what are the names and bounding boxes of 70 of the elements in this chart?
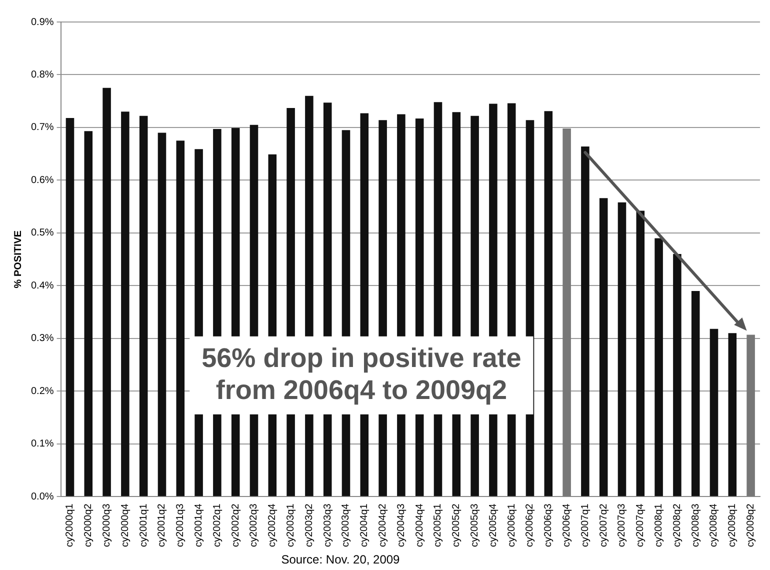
bar bbox=[176, 140, 185, 496]
x-tick-label: cy2001q3 bbox=[175, 503, 186, 548]
x-tick-label: cy2005q3 bbox=[470, 503, 481, 548]
y-tick-label: 0.4% bbox=[30, 280, 54, 292]
x-tick-label: cy2008q3 bbox=[690, 503, 702, 548]
x-tick-label: cy2005q4 bbox=[488, 503, 499, 548]
bar bbox=[581, 146, 590, 496]
x-tick-label: cy2006q2 bbox=[524, 503, 536, 548]
y-tick-label: 0.1% bbox=[30, 438, 54, 450]
x-tick-label: cy2002q3 bbox=[248, 503, 260, 548]
source-note: Source: Nov. 20, 2009 bbox=[281, 552, 400, 566]
x-tick-label: cy2000q2 bbox=[83, 503, 94, 548]
bar bbox=[618, 202, 626, 496]
bar bbox=[121, 112, 130, 496]
bar bbox=[562, 128, 571, 496]
x-tick-label: cy2004q4 bbox=[414, 503, 426, 548]
x-tick-label: cy2007q4 bbox=[635, 503, 646, 548]
x-tick-label: cy2000q4 bbox=[120, 503, 131, 548]
x-tick-label: cy2002q4 bbox=[267, 503, 278, 548]
x-tick-label: cy2005q1 bbox=[432, 503, 444, 548]
bar bbox=[84, 131, 93, 496]
y-tick-label: 0.9% bbox=[30, 16, 54, 28]
annotation: 56% drop in positive rate from 2006q4 to 2009q2 bbox=[202, 342, 522, 405]
x-tick-label: cy2008q1 bbox=[654, 503, 665, 548]
x-tick-label: cy2003q3 bbox=[322, 503, 334, 548]
x-tick-label: cy2009q1 bbox=[727, 503, 738, 548]
x-tick-label: cy2001q1 bbox=[138, 503, 150, 548]
bar bbox=[710, 328, 718, 496]
bar bbox=[158, 132, 166, 496]
bar bbox=[66, 118, 74, 496]
bar bbox=[691, 290, 700, 496]
x-tick-label: cy2002q1 bbox=[212, 503, 223, 548]
x-tick-label: cy2009q2 bbox=[746, 503, 757, 548]
x-tick-label: cy2003q1 bbox=[286, 503, 297, 548]
bar bbox=[728, 333, 737, 496]
x-tick-label: cy2003q2 bbox=[304, 503, 315, 548]
x-tick-label: cy2003q4 bbox=[340, 503, 352, 548]
bar bbox=[544, 111, 553, 496]
y-tick-label: 0.5% bbox=[30, 228, 54, 239]
x-tick-label: cy2006q1 bbox=[506, 503, 518, 548]
x-tick-label: cy2007q3 bbox=[616, 503, 628, 548]
y-tick-label: 0.6% bbox=[30, 174, 54, 186]
x-tick-label: cy2007q2 bbox=[598, 503, 610, 548]
x-tick-label: cy2005q2 bbox=[451, 503, 462, 548]
bar bbox=[102, 88, 111, 496]
y-tick-label: 0.0% bbox=[30, 491, 54, 502]
bar bbox=[746, 334, 755, 496]
x-tick-label: cy2008q2 bbox=[672, 503, 683, 548]
x-tick-label: cy2006q3 bbox=[543, 503, 554, 548]
bar bbox=[599, 198, 608, 496]
x-tick-label: cy2001q2 bbox=[156, 503, 168, 548]
x-tick-label: cy2007q1 bbox=[580, 503, 591, 548]
bar bbox=[139, 116, 148, 496]
x-tick-label: cy2004q3 bbox=[396, 503, 407, 548]
x-tick-label: cy2008q4 bbox=[708, 503, 720, 548]
y-tick-label: 0.7% bbox=[30, 122, 54, 134]
y-tick-label: 0.8% bbox=[30, 69, 54, 80]
y-axis-title: % POSITIVE bbox=[12, 230, 24, 288]
x-tick-label: cy2002q2 bbox=[230, 503, 242, 548]
x-tick-label: cy2004q1 bbox=[359, 503, 370, 548]
bar bbox=[654, 238, 663, 496]
y-tick-label: 0.2% bbox=[30, 386, 54, 397]
x-tick-label: cy2001q4 bbox=[194, 503, 205, 548]
bar bbox=[636, 210, 645, 496]
bar bbox=[673, 254, 682, 496]
x-tick-label: cy2006q4 bbox=[562, 503, 573, 548]
x-tick-label: cy2000q1 bbox=[64, 503, 76, 548]
y-tick-label: 0.3% bbox=[30, 333, 54, 344]
x-tick-label: cy2004q2 bbox=[378, 503, 389, 548]
x-tick-label: cy2000q3 bbox=[102, 503, 113, 548]
